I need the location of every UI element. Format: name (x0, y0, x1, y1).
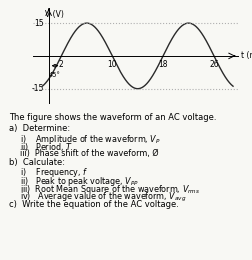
Text: b)  Calculate:: b) Calculate: (9, 158, 65, 167)
Text: 15: 15 (34, 19, 44, 28)
Text: iii)  Root Mean Square of the waveform, $V_{rms}$: iii) Root Mean Square of the waveform, $… (20, 183, 200, 196)
Text: ii)   Peak to peak voltage, $V_{PP}$: ii) Peak to peak voltage, $V_{PP}$ (20, 175, 139, 188)
Text: -15: -15 (31, 84, 44, 93)
Text: iii)  Phase shift of the waveform, Ø: iii) Phase shift of the waveform, Ø (20, 149, 159, 158)
Text: iv)   Average value of the waveform, $V_{avg}$: iv) Average value of the waveform, $V_{a… (20, 191, 187, 204)
Text: 2: 2 (59, 60, 64, 69)
Text: i)    Frequency, $f$: i) Frequency, $f$ (20, 166, 89, 179)
Text: ii)   Period, $T$: ii) Period, $T$ (20, 141, 73, 153)
Text: a)  Determine:: a) Determine: (9, 124, 70, 133)
Text: The figure shows the waveform of an AC voltage.: The figure shows the waveform of an AC v… (9, 113, 216, 122)
Text: c)  Write the equation of the AC voltage.: c) Write the equation of the AC voltage. (9, 200, 179, 209)
Text: V (V): V (V) (45, 10, 64, 19)
Text: 45°: 45° (49, 72, 61, 78)
Text: 10: 10 (107, 60, 117, 69)
Text: i)    Amplitude of the waveform, $V_P$: i) Amplitude of the waveform, $V_P$ (20, 133, 161, 146)
Text: t (ms): t (ms) (241, 51, 252, 60)
Text: 26: 26 (209, 60, 219, 69)
Text: 18: 18 (158, 60, 168, 69)
